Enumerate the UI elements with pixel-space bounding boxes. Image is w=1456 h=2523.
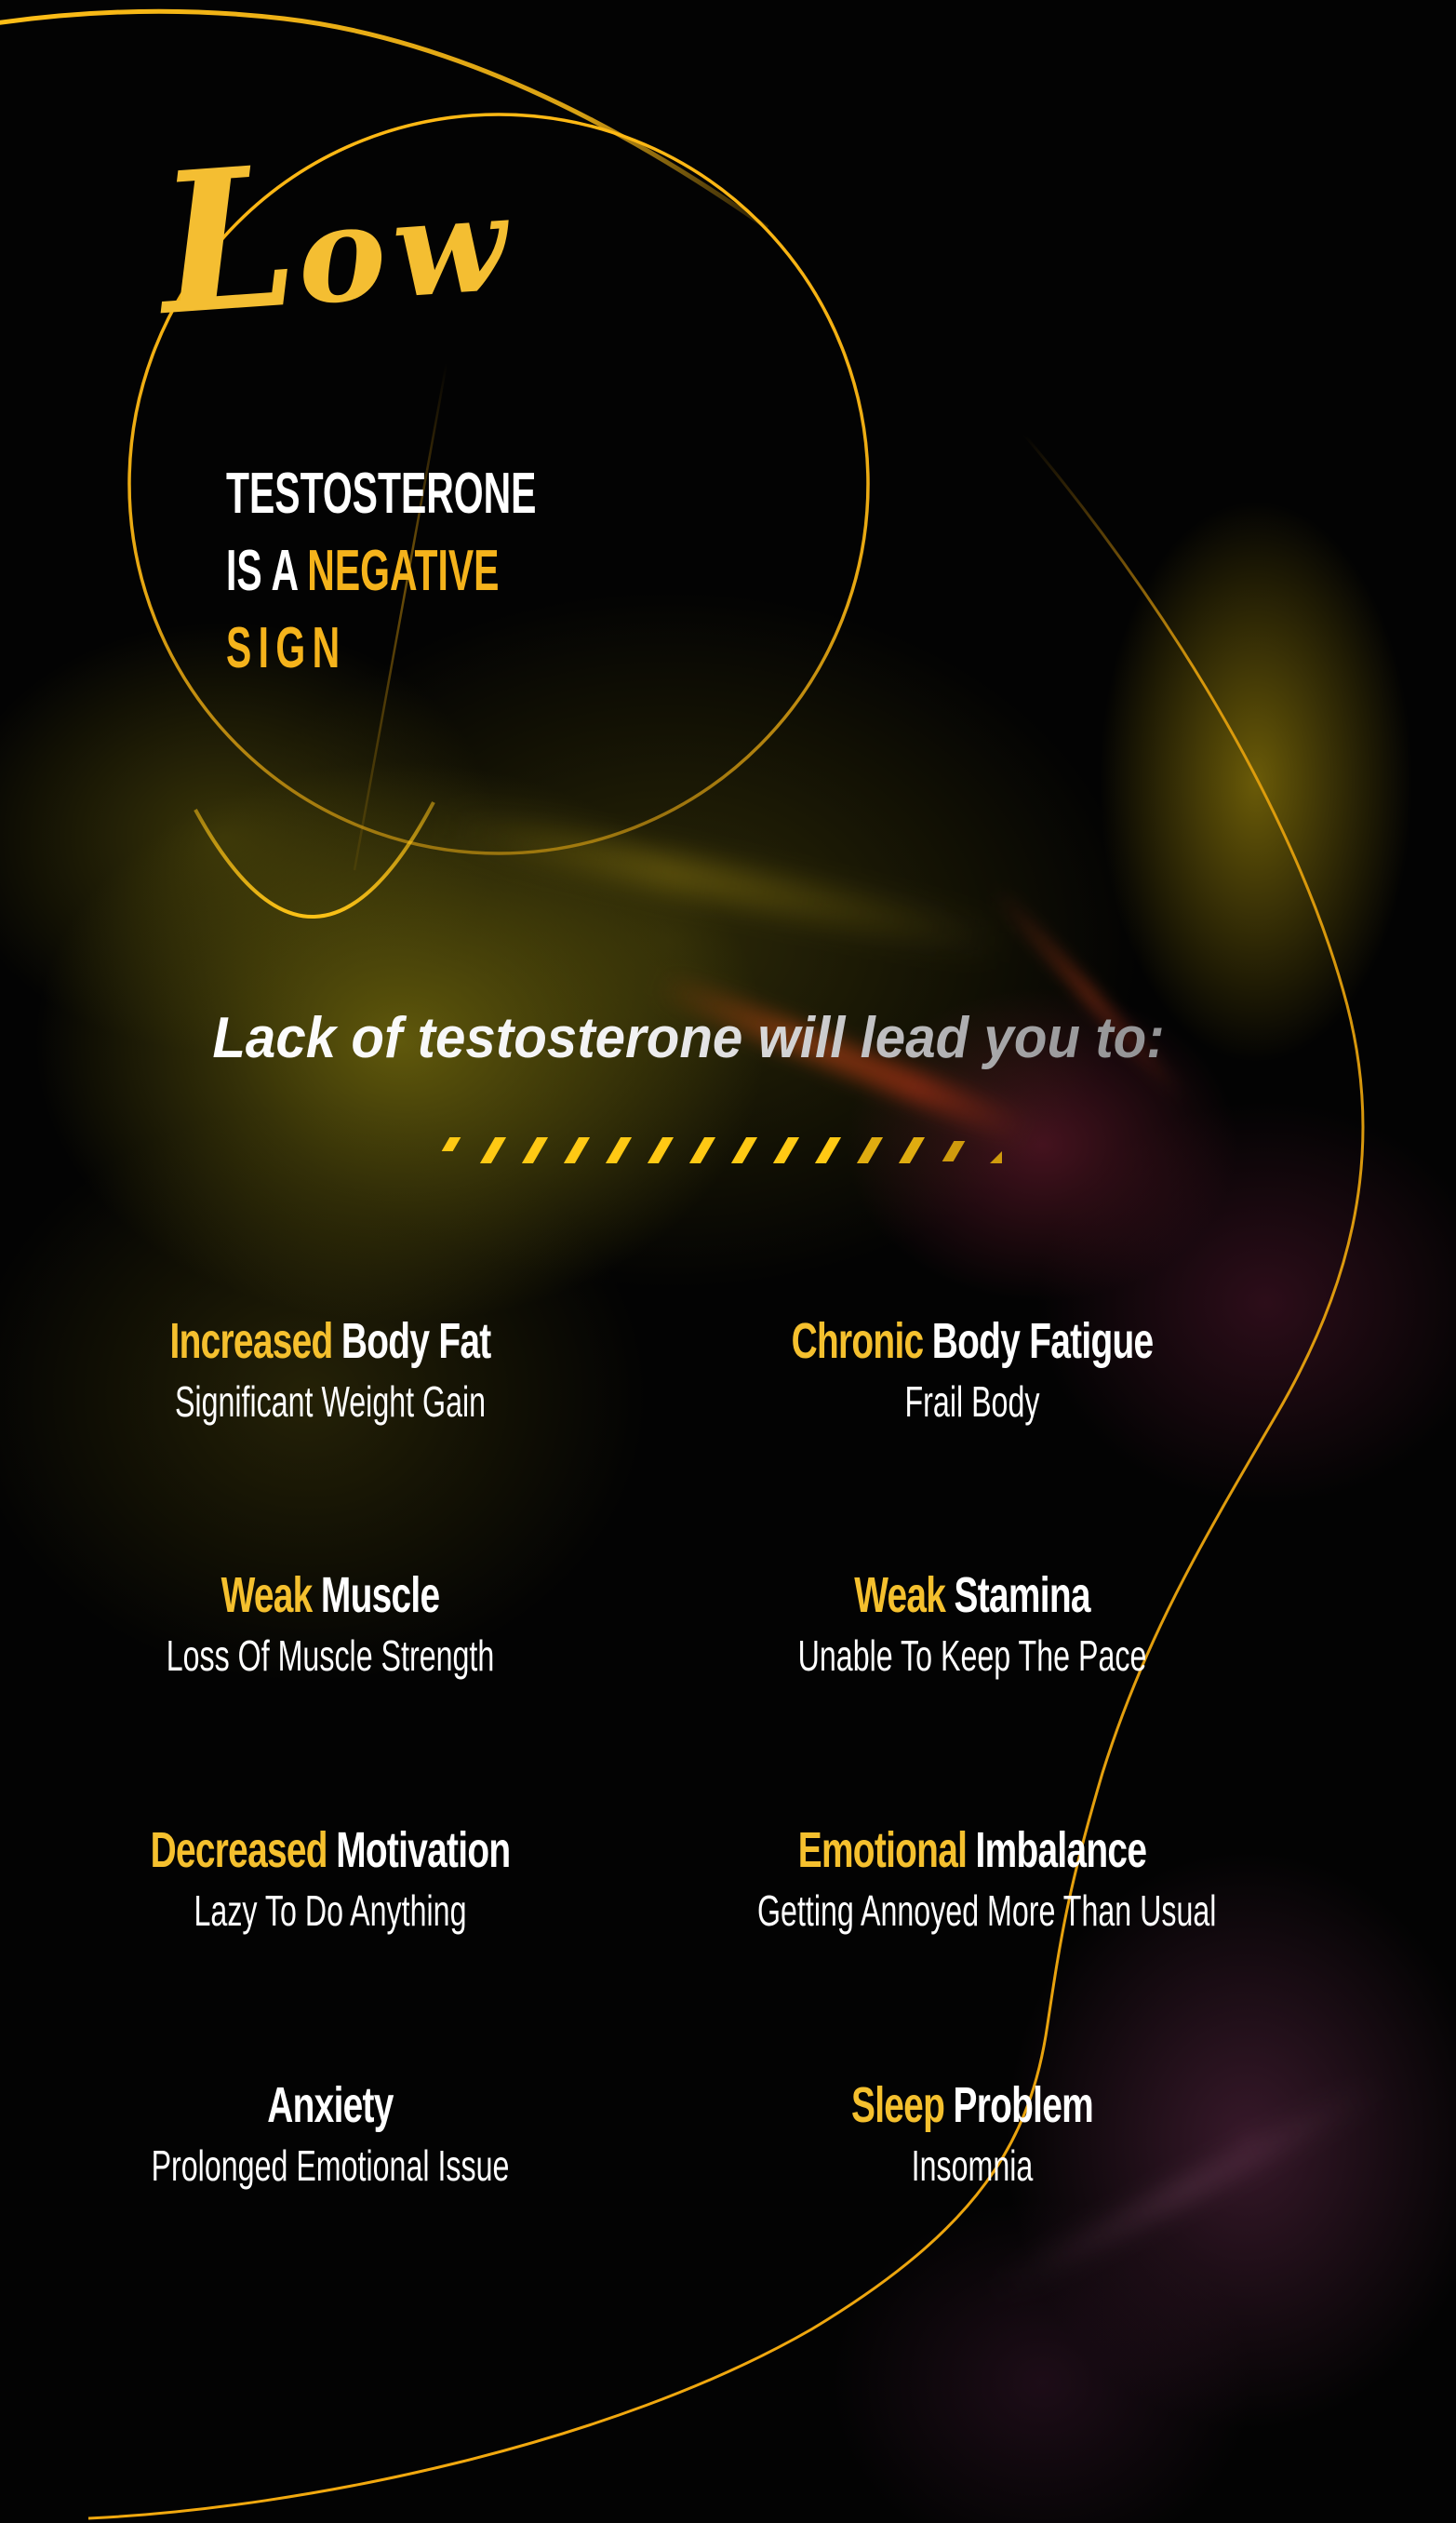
symptom-emotional-imbalance: Emotional Imbalance Getting Annoyed More … <box>665 1822 1279 1936</box>
inner-arc <box>353 362 448 871</box>
title-word-low: Low <box>153 123 519 359</box>
slash-icon <box>605 1137 633 1163</box>
slash-icon <box>647 1137 675 1163</box>
lead-in-subtitle: Lack of testosterone will lead you to: <box>172 1005 1204 1071</box>
slash-icon <box>898 1137 926 1163</box>
symptom-increased-body-fat: Increased Body Fat Significant Weight Gai… <box>23 1313 637 1427</box>
u-arc <box>194 801 435 919</box>
slash-icon <box>942 1141 966 1161</box>
title-circle <box>127 113 870 855</box>
symptom-title: Chronic Body Fatigue <box>791 1313 1155 1369</box>
slash-icon <box>730 1137 758 1163</box>
symptom-sleep-problem: Sleep Problem Insomnia <box>665 2077 1279 2191</box>
symptom-description: Lazy To Do Anything <box>194 1886 467 1936</box>
symptom-description: Loss Of Muscle Strength <box>166 1631 495 1681</box>
symptom-title: Increased Body Fat <box>169 1313 491 1369</box>
symptom-weak-muscle: Weak Muscle Loss Of Muscle Strength <box>23 1567 637 1681</box>
giant-sweep-arc <box>87 390 1365 2520</box>
symptom-title: Sleep Problem <box>850 2077 1094 2133</box>
slash-icon <box>563 1137 591 1163</box>
slash-icon <box>688 1137 716 1163</box>
slash-end-triangle-icon <box>990 1151 1002 1163</box>
slash-icon <box>521 1137 549 1163</box>
slash-icon <box>479 1137 507 1163</box>
slash-icon <box>856 1137 884 1163</box>
slash-icon <box>772 1137 800 1163</box>
symptom-anxiety: Anxiety Prolonged Emotional Issue <box>23 2077 637 2191</box>
symptom-title: Decreased Motivation <box>150 1822 511 1878</box>
title-line-sign: SIGN <box>226 616 347 680</box>
title-line-is-a-negative: IS A NEGATIVE <box>226 543 499 600</box>
symptom-decreased-motivation: Decreased Motivation Lazy To Do Anything <box>23 1822 637 1936</box>
symptom-description: Unable To Keep The Pace <box>797 1631 1147 1681</box>
title-negative: NEGATIVE <box>307 539 500 603</box>
title-line-testosterone: TESTOSTERONE <box>226 462 537 526</box>
symptom-title: Emotional Imbalance <box>797 1822 1147 1878</box>
symptom-title: Weak Stamina <box>854 1567 1090 1623</box>
symptom-title: Weak Muscle <box>220 1567 441 1623</box>
symptom-description: Prolonged Emotional Issue <box>151 2141 510 2191</box>
symptom-description: Frail Body <box>904 1377 1040 1427</box>
slash-icon <box>814 1137 842 1163</box>
title-is-a: IS A <box>226 539 300 603</box>
symptom-description: Insomnia <box>911 2141 1034 2191</box>
symptom-description: Significant Weight Gain <box>174 1377 487 1427</box>
symptom-description: Getting Annoyed More Than Usual <box>757 1886 1217 1936</box>
symptom-weak-stamina: Weak Stamina Unable To Keep The Pace <box>665 1567 1279 1681</box>
title-low-initial: L <box>152 123 304 359</box>
title-low-rest: ow <box>292 165 520 335</box>
slash-divider <box>441 1137 1008 1165</box>
symptom-chronic-body-fatigue: Chronic Body Fatigue Frail Body <box>665 1313 1279 1427</box>
symptom-title: Anxiety <box>267 2077 394 2133</box>
top-arc <box>0 8 769 231</box>
